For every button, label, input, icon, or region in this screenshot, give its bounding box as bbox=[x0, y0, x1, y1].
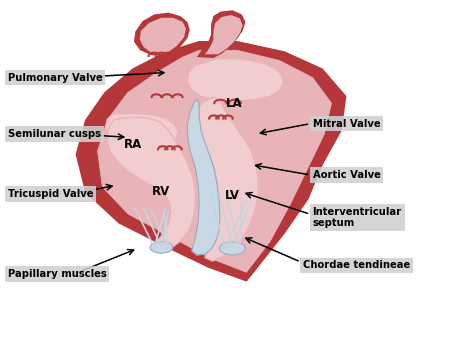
PathPatch shape bbox=[140, 18, 186, 54]
Text: Papillary muscles: Papillary muscles bbox=[8, 269, 107, 279]
PathPatch shape bbox=[98, 50, 331, 272]
Text: Tricuspid Valve: Tricuspid Valve bbox=[8, 189, 93, 199]
Text: Chordae tendineae: Chordae tendineae bbox=[303, 260, 410, 270]
Text: Interventricular
septum: Interventricular septum bbox=[313, 207, 402, 228]
PathPatch shape bbox=[106, 114, 178, 148]
Text: LV: LV bbox=[225, 189, 240, 202]
Text: RV: RV bbox=[152, 186, 171, 199]
Ellipse shape bbox=[150, 241, 173, 253]
Text: Aortic Valve: Aortic Valve bbox=[313, 170, 381, 180]
Text: Pulmonary Valve: Pulmonary Valve bbox=[8, 73, 102, 83]
PathPatch shape bbox=[187, 59, 283, 102]
Text: Semilunar cusps: Semilunar cusps bbox=[8, 129, 101, 139]
PathPatch shape bbox=[194, 97, 258, 261]
Text: Mitral Valve: Mitral Valve bbox=[313, 119, 380, 129]
PathPatch shape bbox=[187, 100, 220, 255]
PathPatch shape bbox=[134, 13, 190, 55]
PathPatch shape bbox=[107, 118, 195, 253]
Text: RA: RA bbox=[124, 138, 142, 151]
PathPatch shape bbox=[76, 42, 346, 281]
PathPatch shape bbox=[205, 15, 243, 54]
Text: LA: LA bbox=[226, 97, 243, 110]
PathPatch shape bbox=[197, 10, 246, 58]
Ellipse shape bbox=[219, 242, 245, 255]
